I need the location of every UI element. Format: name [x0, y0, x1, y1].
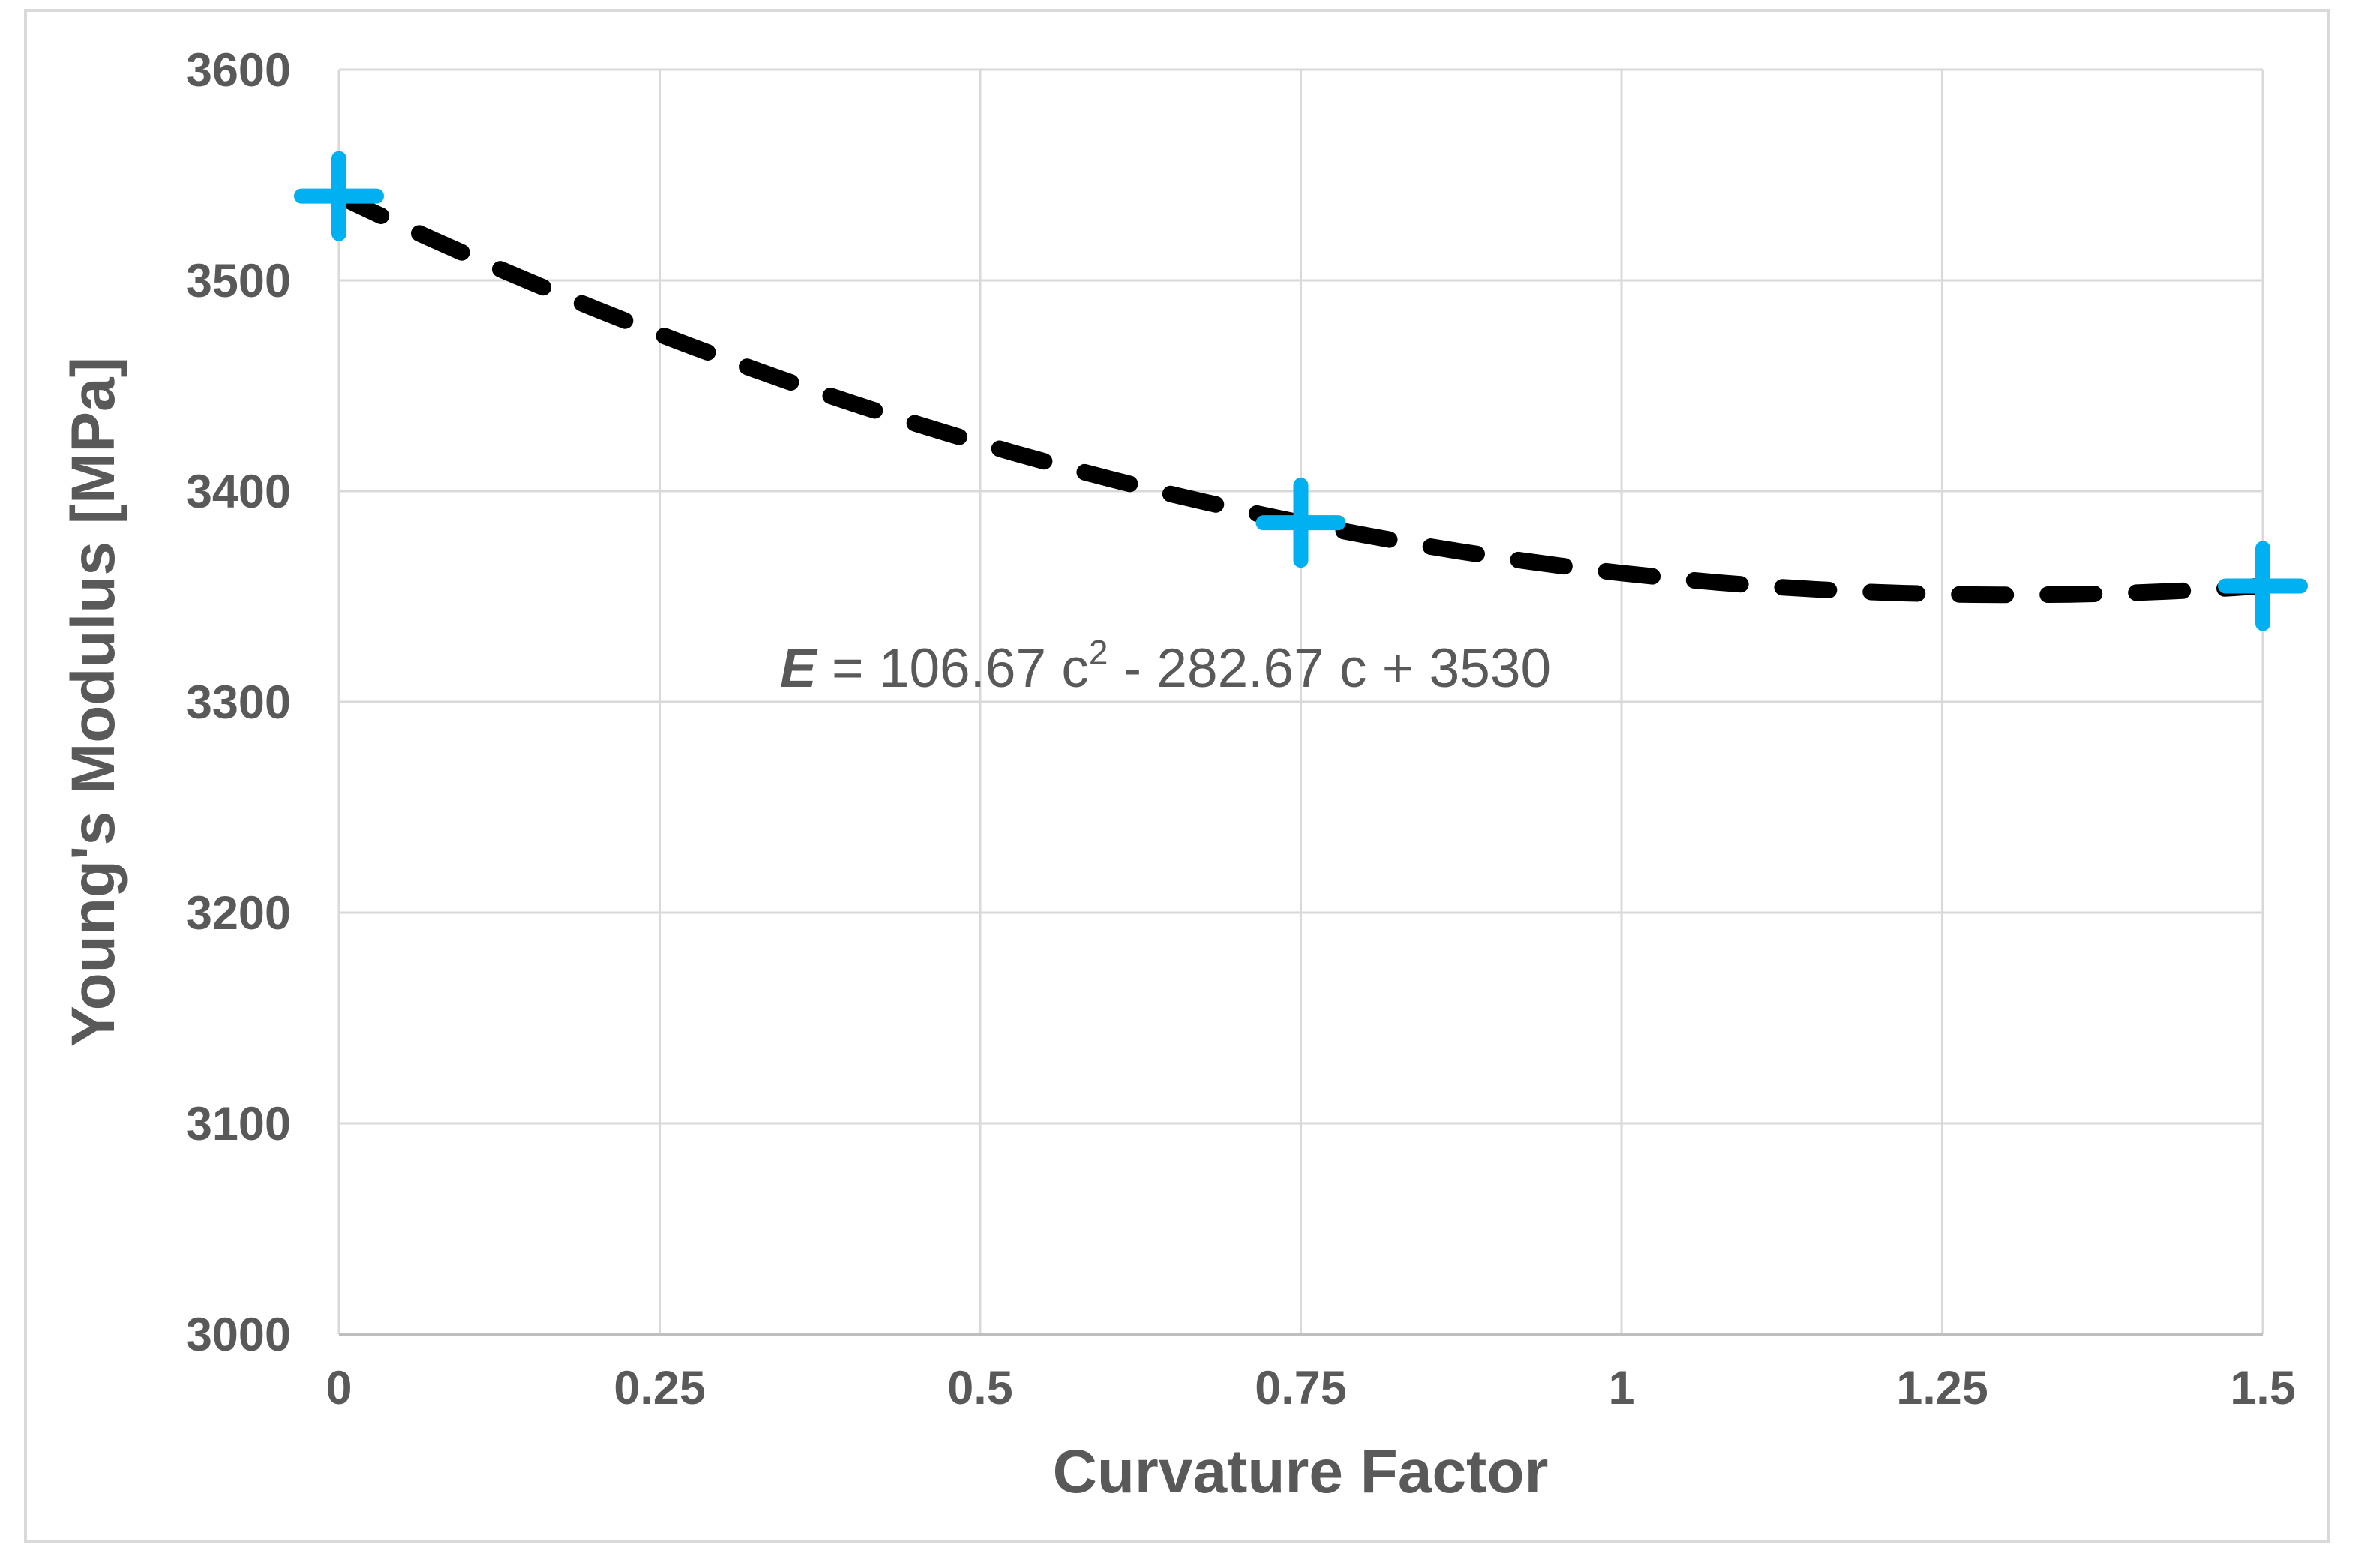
y-tick-label: 3600 [186, 44, 291, 97]
data-point-marker [1256, 478, 1346, 568]
x-axis-title: Curvature Factor [1053, 1438, 1549, 1506]
equation-superscript: 2 [1089, 633, 1108, 672]
x-tick-label: 0.5 [947, 1362, 1013, 1414]
y-tick-label: 3400 [186, 466, 291, 518]
x-tick-label: 1 [1608, 1362, 1634, 1414]
y-axis-title: Young's Modulus [MPa] [59, 357, 128, 1047]
data-point-marker [2218, 541, 2308, 631]
y-tick-label: 3300 [186, 676, 291, 729]
gridlines [338, 68, 2264, 1336]
x-axis-tick-labels: 0 0.25 0.5 0.75 1 1.25 1.5 [326, 1362, 2295, 1414]
trendline-equation-label: E = 106.67 c2 - 282.67 c + 3530 [780, 633, 1551, 699]
x-tick-label: 1.5 [2230, 1362, 2296, 1414]
y-tick-label: 3100 [186, 1098, 291, 1150]
y-tick-label: 3500 [186, 255, 291, 307]
y-tick-label: 3200 [186, 887, 291, 940]
x-tick-label: 0.75 [1255, 1362, 1347, 1414]
x-tick-label: 0 [326, 1362, 352, 1414]
x-tick-label: 0.25 [614, 1362, 706, 1414]
equation-pre-superscript: = 106.67 c [817, 638, 1089, 699]
y-tick-label: 3000 [186, 1309, 291, 1361]
equation-post-superscript: - 282.67 c + 3530 [1108, 638, 1552, 699]
x-tick-label: 1.25 [1896, 1362, 1988, 1414]
chart-border [24, 9, 2330, 1543]
data-point-marker [294, 151, 384, 241]
data-point-markers [294, 151, 2308, 631]
y-axis-tick-labels: 3000 3100 3200 3300 3400 3500 3600 [186, 44, 291, 1361]
equation-lhs: E [780, 638, 818, 699]
